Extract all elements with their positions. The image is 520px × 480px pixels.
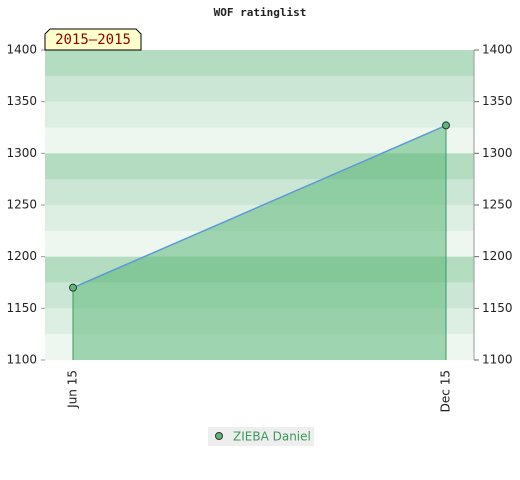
badge-text: 2015–2015 [55, 32, 131, 48]
y2-tick-label: 1150 [482, 301, 513, 315]
data-point [69, 283, 77, 292]
y-tick-label: 1100 [6, 353, 37, 367]
data-point [442, 121, 450, 130]
y-tick-label: 1150 [6, 301, 37, 315]
y2-tick-label: 1250 [482, 198, 513, 212]
legend-box [208, 427, 314, 446]
y2-tick-label: 1300 [482, 146, 513, 160]
y2-tick-label: 1400 [482, 43, 513, 57]
y-tick-label: 1200 [6, 249, 37, 263]
x-tick-label: Jun 15 [66, 370, 80, 409]
y-tick-label: 1250 [6, 198, 37, 212]
y2-tick-label: 1350 [482, 94, 513, 108]
x-tick-label: Dec 15 [439, 370, 453, 412]
series-area [73, 125, 446, 360]
y-tick-label: 1350 [6, 94, 37, 108]
y-tick-label: 1300 [6, 146, 37, 160]
badge-box [44, 28, 142, 51]
y-tick-label: 1400 [6, 43, 37, 57]
legend-marker [215, 432, 223, 440]
legend-label: ZIEBA Daniel [233, 430, 311, 444]
chart-title: WOF ratinglist [214, 6, 307, 19]
plot-band [45, 101, 474, 128]
plot-band [45, 75, 474, 102]
plot-band [45, 50, 474, 77]
series-line [72, 124, 447, 289]
y2-tick-label: 1100 [482, 353, 513, 367]
y2-tick-label: 1200 [482, 249, 513, 263]
